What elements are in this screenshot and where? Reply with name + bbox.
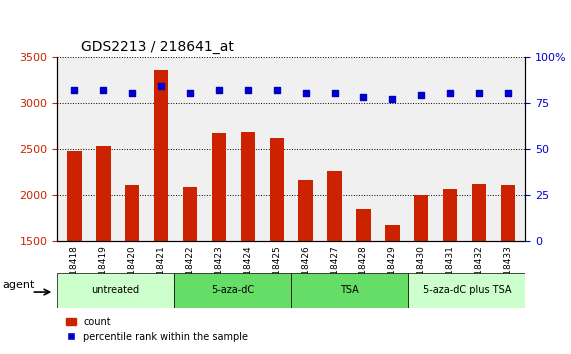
Point [475, 91, 484, 96]
Point [504, 91, 513, 96]
FancyBboxPatch shape [57, 273, 174, 308]
Point [359, 94, 368, 100]
Point [272, 87, 282, 93]
Legend: count, percentile rank within the sample: count, percentile rank within the sample [62, 313, 252, 346]
Point [99, 87, 108, 93]
Point [445, 91, 455, 96]
Text: untreated: untreated [91, 285, 140, 295]
Bar [472, 184, 486, 354]
Text: TSA: TSA [340, 285, 359, 295]
Point [214, 87, 223, 93]
Point [243, 87, 252, 93]
Bar [212, 133, 226, 354]
Bar [67, 152, 82, 354]
FancyBboxPatch shape [174, 273, 291, 308]
Bar [96, 146, 111, 354]
Text: 5-aza-dC plus TSA: 5-aza-dC plus TSA [423, 285, 511, 295]
Point [156, 83, 166, 89]
Bar [501, 185, 515, 354]
Bar [327, 171, 342, 354]
Point [186, 91, 195, 96]
Text: 5-aza-dC: 5-aza-dC [211, 285, 254, 295]
Bar [356, 210, 371, 354]
Bar [414, 195, 428, 354]
Point [70, 87, 79, 93]
Bar [385, 225, 400, 354]
Point [330, 91, 339, 96]
Point [128, 91, 137, 96]
Bar [240, 132, 255, 354]
FancyBboxPatch shape [408, 273, 525, 308]
Point [388, 96, 397, 102]
Text: agent: agent [3, 280, 35, 290]
Point [301, 91, 310, 96]
Bar [125, 185, 139, 354]
Bar [299, 180, 313, 354]
Bar [183, 187, 197, 354]
Bar [270, 138, 284, 354]
Point [417, 92, 426, 98]
Bar [154, 70, 168, 354]
FancyBboxPatch shape [291, 273, 408, 308]
Bar [443, 189, 457, 354]
Text: GDS2213 / 218641_at: GDS2213 / 218641_at [81, 40, 234, 54]
